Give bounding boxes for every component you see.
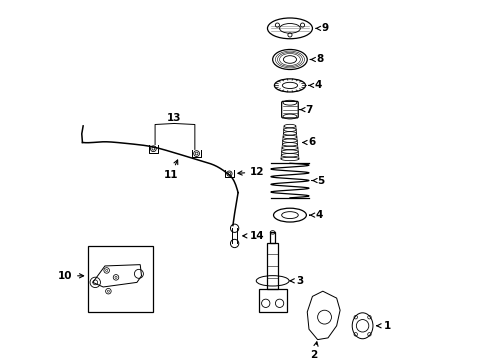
Text: 14: 14 (243, 231, 265, 241)
Text: 2: 2 (311, 342, 318, 360)
Text: 7: 7 (300, 105, 313, 114)
Text: 10: 10 (58, 271, 84, 281)
Text: 13: 13 (167, 113, 181, 123)
Bar (270, 233, 275, 243)
Text: 4: 4 (310, 210, 322, 220)
Text: 1: 1 (377, 321, 391, 331)
Text: 4: 4 (309, 80, 321, 90)
Text: 3: 3 (290, 276, 304, 286)
Text: 5: 5 (312, 176, 325, 185)
Text: 9: 9 (316, 23, 328, 33)
Text: 11: 11 (163, 160, 178, 180)
Bar (259, 289, 287, 312)
Text: 12: 12 (238, 167, 265, 177)
Bar (267, 243, 278, 289)
Text: 6: 6 (303, 138, 316, 148)
Text: 8: 8 (310, 54, 323, 64)
Bar (88, 246, 153, 312)
